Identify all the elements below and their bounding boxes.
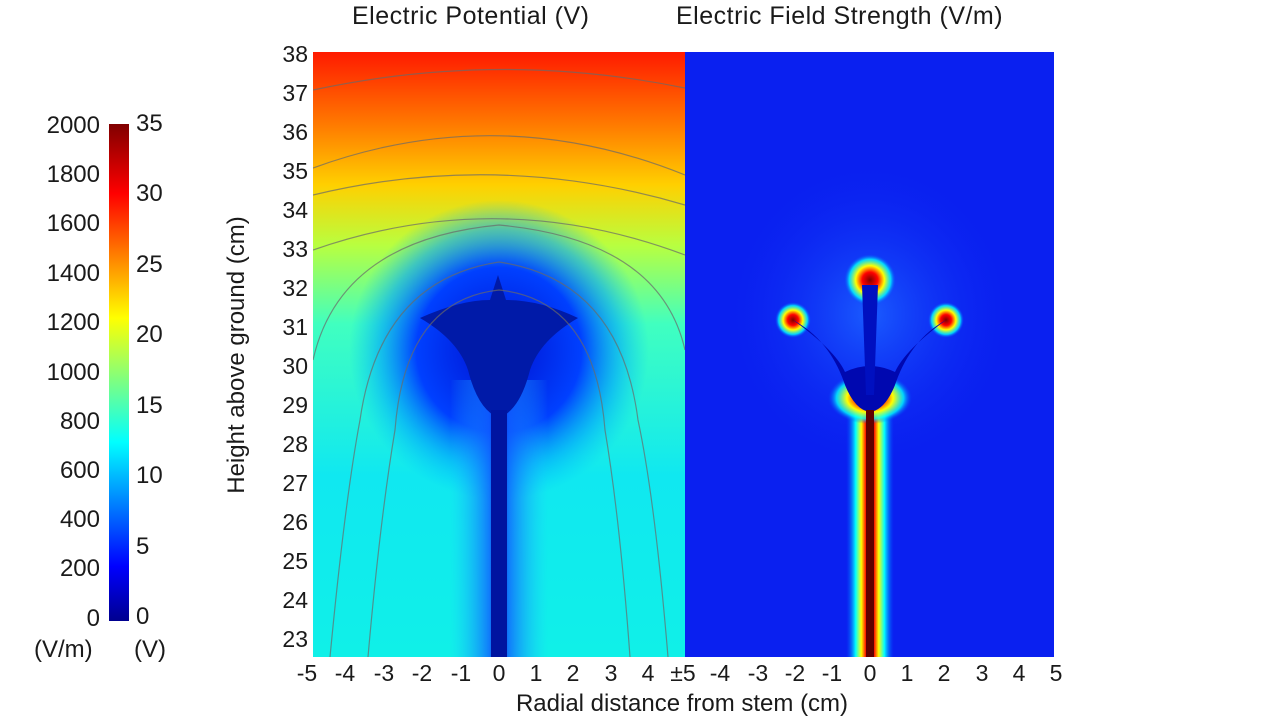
cb-potential-tick: 20 (136, 321, 163, 348)
y-tick: 24 (282, 587, 308, 613)
x-tick: 0 (492, 660, 506, 686)
x-tick: 5 (1049, 660, 1063, 686)
x-tick: 3 (975, 660, 989, 686)
y-tick: 36 (282, 119, 308, 145)
x-tick: 2 (566, 660, 580, 686)
y-tick: 31 (282, 314, 308, 340)
colorbar (109, 124, 129, 621)
cb-potential-tick: 5 (136, 533, 150, 560)
field-heatmap (685, 52, 1054, 657)
y-tick: 28 (282, 431, 308, 457)
x-tick: -4 (334, 660, 356, 686)
cb-field-tick: 1000 (46, 359, 100, 386)
cb-field-tick: 800 (59, 408, 100, 435)
y-tick: 29 (282, 392, 308, 418)
y-tick: 33 (282, 236, 308, 262)
chart-title-field: Electric Field Strength (V/m) (676, 2, 1004, 30)
x-tick: 1 (529, 660, 543, 686)
cb-potential-tick: 10 (136, 462, 163, 489)
x-tick: 3 (604, 660, 618, 686)
x-tick: -3 (747, 660, 769, 686)
cb-field-tick: 0 (86, 605, 100, 632)
y-tick: 34 (282, 197, 308, 223)
cb-potential-tick: 15 (136, 392, 163, 419)
x-tick: 4 (1012, 660, 1026, 686)
chart-title-potential: Electric Potential (V) (352, 2, 590, 30)
x-tick: -1 (450, 660, 472, 686)
x-tick: ±5 (670, 660, 696, 686)
y-tick: 25 (282, 548, 308, 574)
cb-potential-tick: 25 (136, 251, 163, 278)
y-tick: 23 (282, 626, 308, 652)
x-tick: -2 (411, 660, 433, 686)
x-axis-label: Radial distance from stem (cm) (515, 690, 849, 717)
cb-field-unit: (V/m) (34, 636, 93, 663)
x-tick: -1 (821, 660, 843, 686)
cb-field-tick: 1400 (46, 260, 100, 287)
x-tick: 4 (641, 660, 655, 686)
cb-field-tick: 2000 (46, 112, 100, 139)
cb-field-tick: 1200 (46, 309, 100, 336)
x-tick: -4 (709, 660, 731, 686)
x-tick: 2 (937, 660, 951, 686)
x-tick: 0 (863, 660, 877, 686)
y-tick: 35 (282, 158, 308, 184)
y-tick: 38 (282, 41, 308, 67)
x-tick: -2 (784, 660, 806, 686)
cb-field-tick: 1800 (46, 161, 100, 188)
y-tick: 32 (282, 275, 308, 301)
cb-field-tick: 1600 (46, 210, 100, 237)
cb-potential-tick: 30 (136, 180, 163, 207)
y-tick: 27 (282, 470, 308, 496)
y-tick: 37 (282, 80, 308, 106)
y-tick: 26 (282, 509, 308, 535)
cb-field-tick: 400 (59, 506, 100, 533)
cb-potential-unit: (V) (134, 636, 166, 663)
x-tick: 1 (900, 660, 914, 686)
cb-field-tick: 200 (59, 555, 100, 582)
cb-potential-tick: 0 (136, 603, 150, 630)
x-tick: -5 (296, 660, 318, 686)
cb-field-tick: 600 (59, 457, 100, 484)
x-tick: -3 (373, 660, 395, 686)
y-axis-label: Height above ground (cm) (223, 216, 250, 494)
y-tick: 30 (282, 353, 308, 379)
potential-heatmap (313, 52, 685, 657)
cb-potential-tick: 35 (136, 110, 163, 137)
